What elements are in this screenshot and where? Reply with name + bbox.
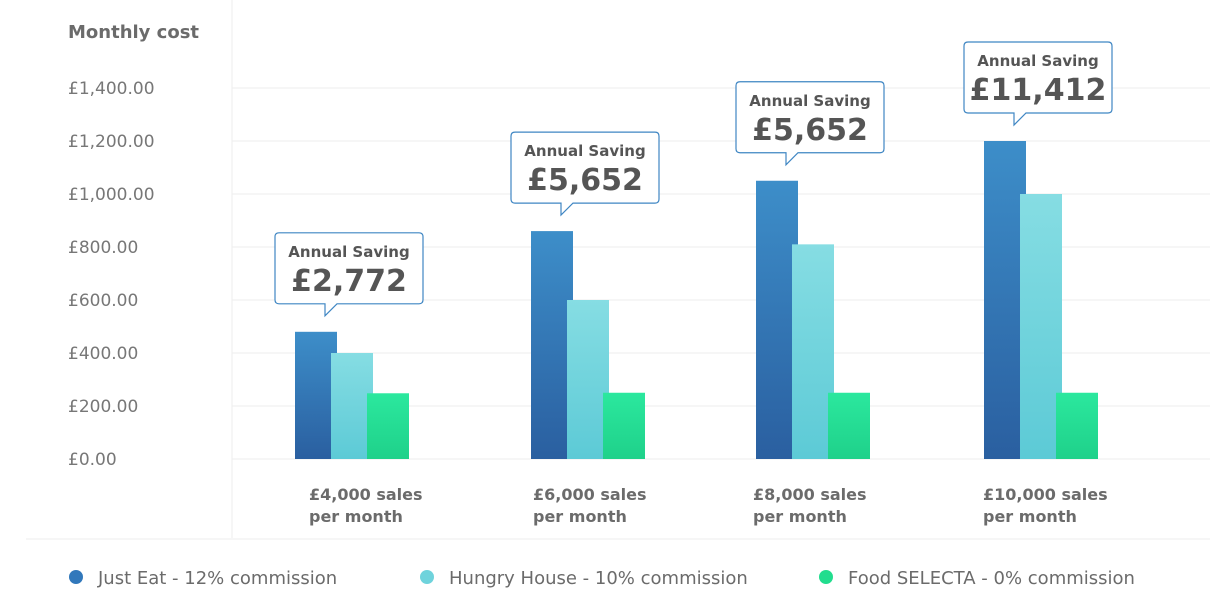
x-tick-label: £10,000 sales xyxy=(983,485,1108,504)
bar-hungry-house xyxy=(792,244,834,459)
y-tick-label: £0.00 xyxy=(68,450,117,470)
bar-just-eat xyxy=(756,180,798,459)
y-tick-label: £400.00 xyxy=(68,344,138,364)
x-tick-label: per month xyxy=(309,507,403,526)
legend-item: Just Eat - 12% commission xyxy=(69,568,337,589)
x-tick-labels: £4,000 sales per month £6,000 sales per mon… xyxy=(309,485,1108,526)
annual-saving-callout: Annual Saving £5,652 xyxy=(510,131,660,217)
y-axis-title: Monthly cost xyxy=(68,22,199,43)
callout-value: £11,412 xyxy=(970,73,1107,108)
callout-box xyxy=(735,81,885,167)
y-tick-label: £600.00 xyxy=(68,291,138,311)
callout-box xyxy=(510,131,660,217)
bar-just-eat xyxy=(531,231,573,459)
legend-label: Hungry House - 10% commission xyxy=(449,568,748,589)
y-tick-label: £1,000.00 xyxy=(68,185,155,205)
callout-title: Annual Saving xyxy=(288,243,409,261)
y-tick-label: £1,400.00 xyxy=(68,79,155,99)
callout-value: £5,652 xyxy=(527,163,643,198)
y-tick-label: £1,200.00 xyxy=(68,132,155,152)
x-tick-label: £6,000 sales xyxy=(533,485,647,504)
callout-box xyxy=(274,232,424,318)
y-tick-label: £800.00 xyxy=(68,238,138,258)
x-tick-label: per month xyxy=(533,507,627,526)
legend-label: Just Eat - 12% commission xyxy=(97,568,337,589)
legend-swatch xyxy=(420,570,434,584)
legend-label: Food SELECTA - 0% commission xyxy=(848,568,1135,589)
annual-saving-callout: Annual Saving £2,772 xyxy=(274,232,424,318)
legend-swatch xyxy=(819,570,833,584)
legend-item: Hungry House - 10% commission xyxy=(420,568,748,589)
legend-swatch xyxy=(69,570,83,584)
bar-just-eat xyxy=(984,141,1026,459)
bar-food-selecta xyxy=(367,393,409,459)
bar-food-selecta xyxy=(1056,392,1098,459)
callout-title: Annual Saving xyxy=(524,142,645,160)
callout-value: £5,652 xyxy=(752,113,868,148)
bars xyxy=(295,141,1098,459)
y-tick-labels: £0.00 £200.00 £400.00 £600.00 £800.00 £1,000.… xyxy=(68,79,155,470)
callout-title: Annual Saving xyxy=(749,92,870,110)
callout-value: £2,772 xyxy=(291,264,407,299)
y-tick-label: £200.00 xyxy=(68,397,138,417)
bar-food-selecta xyxy=(828,392,870,459)
legend-item: Food SELECTA - 0% commission xyxy=(819,568,1135,589)
x-tick-label: £4,000 sales xyxy=(309,485,423,504)
callout-box xyxy=(963,41,1113,127)
x-tick-label: £8,000 sales xyxy=(753,485,867,504)
bar-hungry-house xyxy=(1020,194,1062,459)
x-tick-label: per month xyxy=(753,507,847,526)
bar-food-selecta xyxy=(603,392,645,459)
annual-saving-callout: Annual Saving £5,652 xyxy=(735,81,885,167)
bar-just-eat xyxy=(295,331,337,459)
bar-hungry-house xyxy=(331,353,373,459)
legend: Just Eat - 12% commission Hungry House - … xyxy=(69,568,1135,589)
callout-title: Annual Saving xyxy=(977,52,1098,70)
x-tick-label: per month xyxy=(983,507,1077,526)
annual-saving-callout: Annual Saving £11,412 xyxy=(963,41,1113,127)
bar-hungry-house xyxy=(567,300,609,459)
